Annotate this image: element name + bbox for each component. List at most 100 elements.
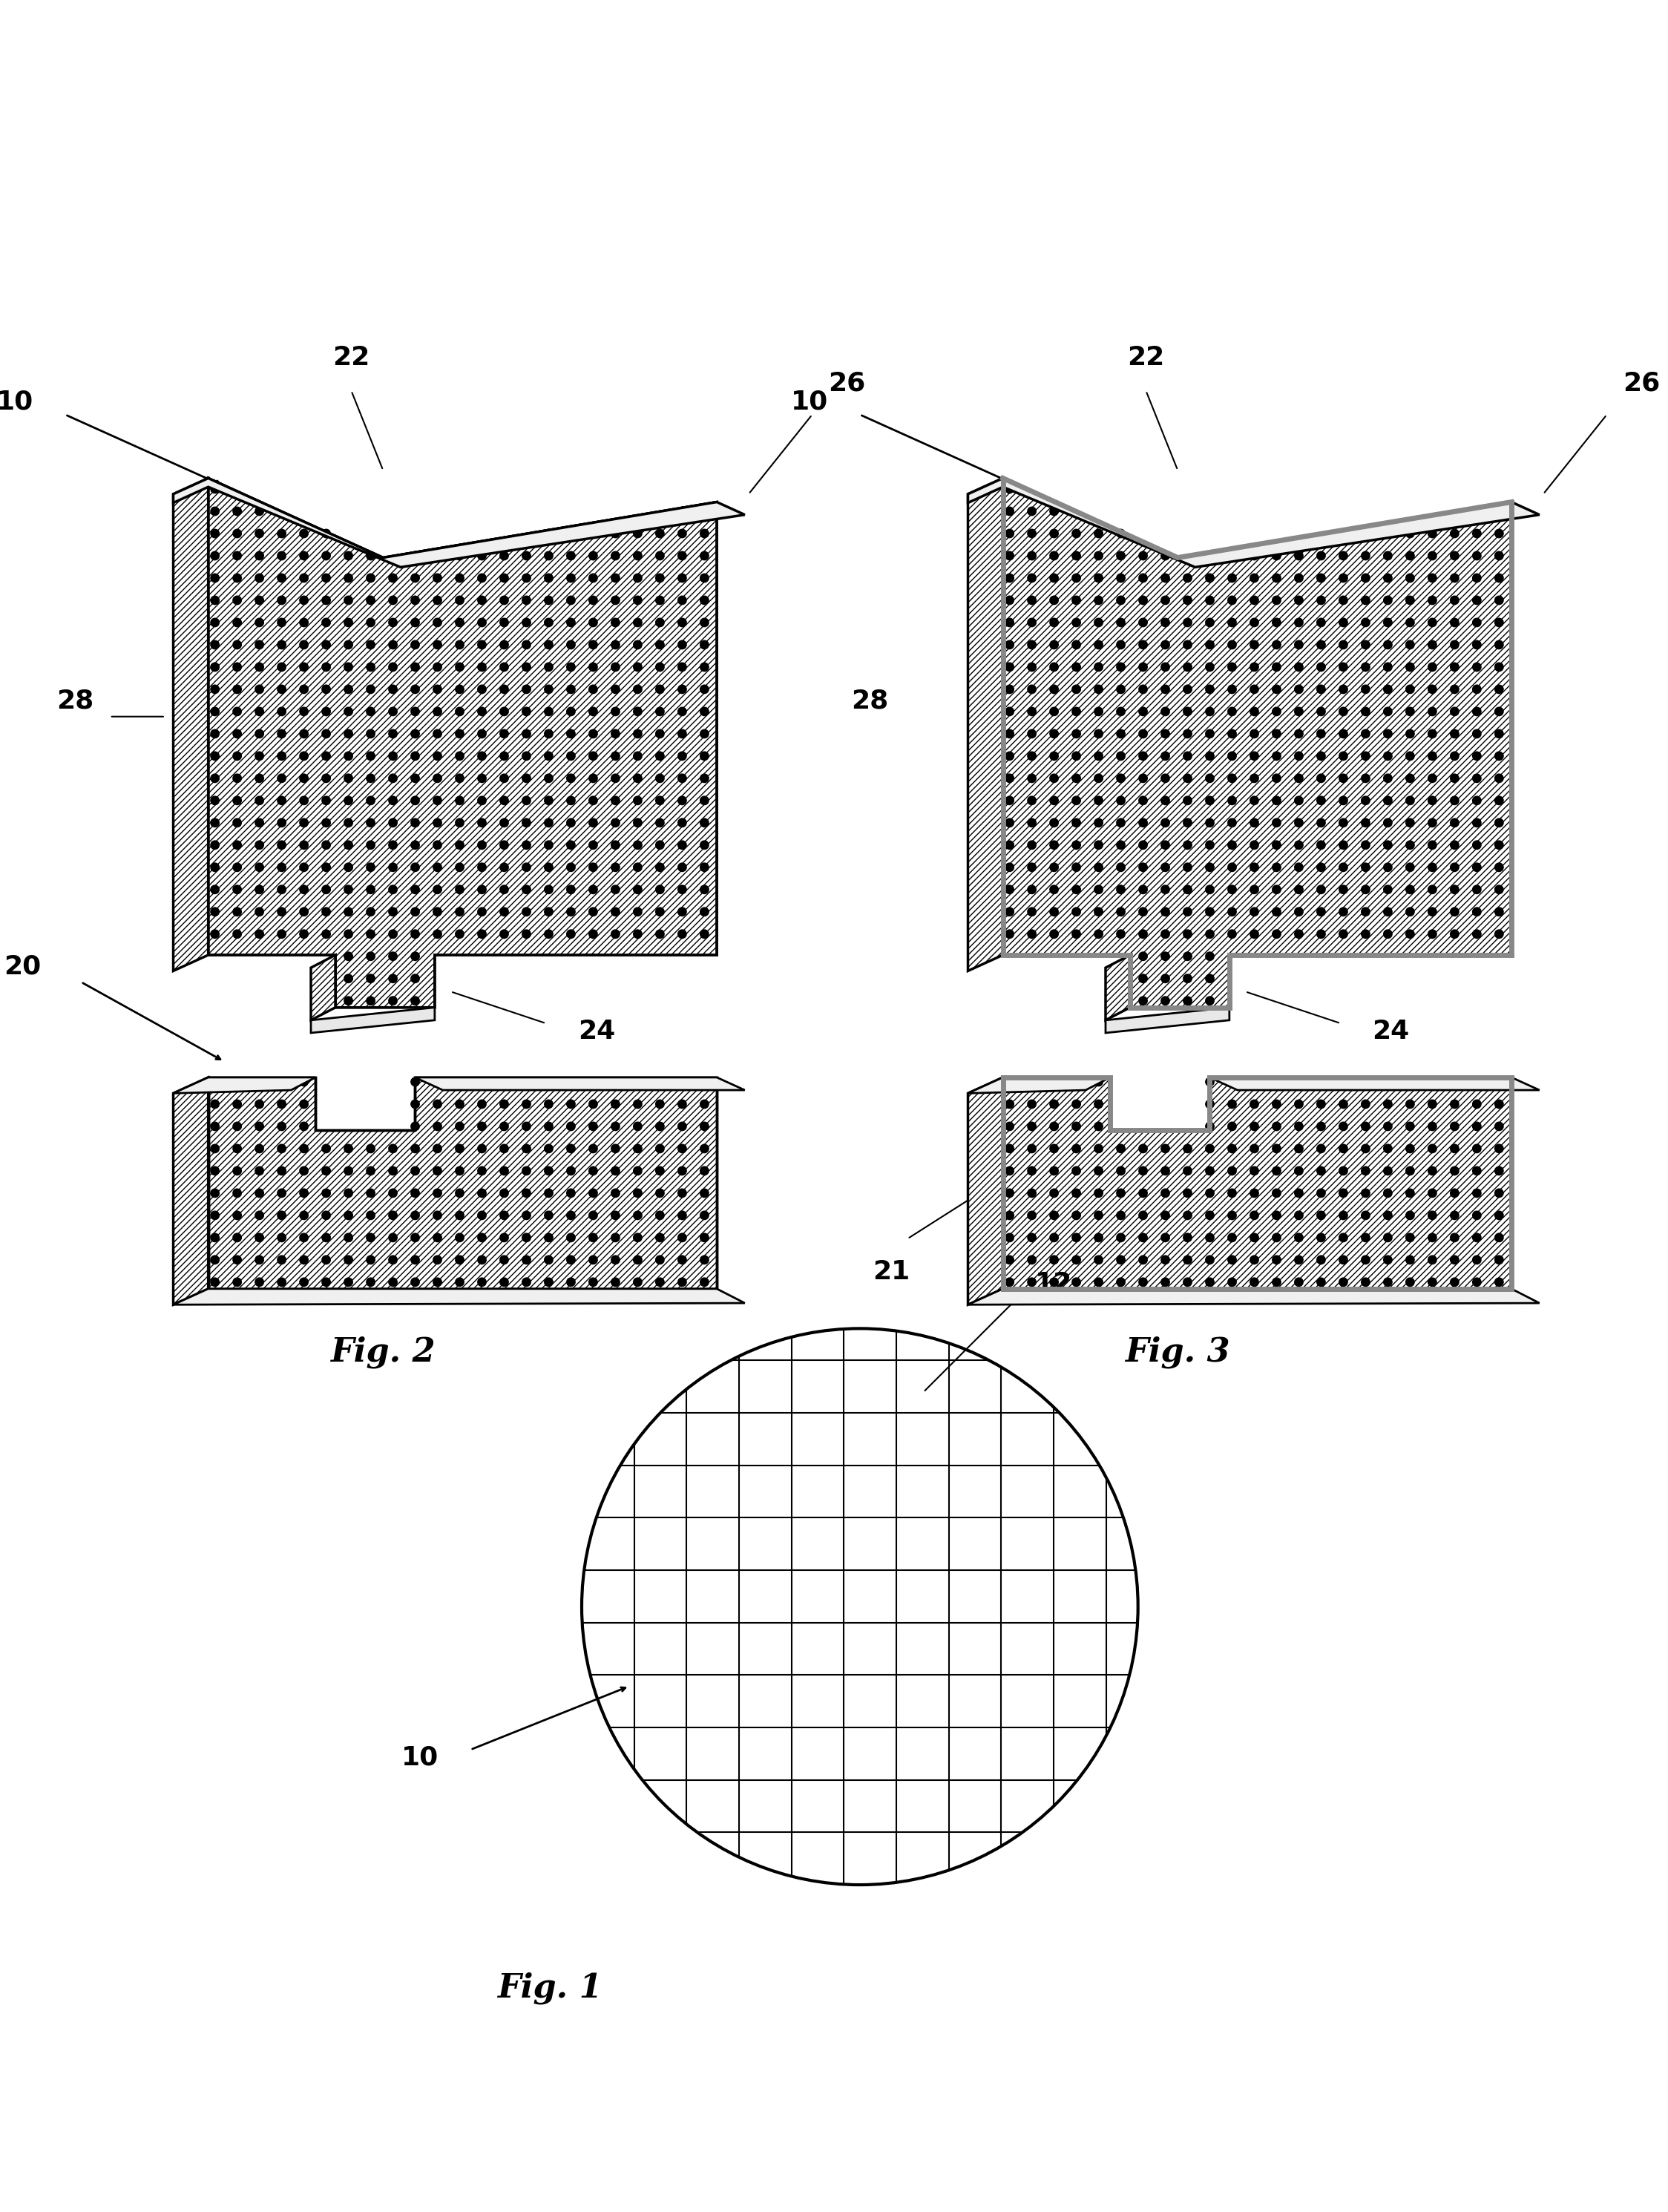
Circle shape	[432, 863, 442, 872]
Circle shape	[344, 818, 354, 827]
Circle shape	[522, 551, 530, 560]
Circle shape	[277, 1166, 287, 1175]
Circle shape	[210, 595, 220, 606]
Circle shape	[322, 885, 330, 894]
Circle shape	[522, 818, 530, 827]
Circle shape	[1383, 684, 1393, 695]
Circle shape	[344, 929, 354, 938]
Circle shape	[1473, 885, 1481, 894]
Circle shape	[1204, 1077, 1214, 1086]
Circle shape	[1228, 818, 1238, 827]
Circle shape	[1071, 1166, 1081, 1175]
Circle shape	[1071, 885, 1081, 894]
Circle shape	[410, 1254, 420, 1265]
Circle shape	[1473, 1210, 1481, 1221]
Circle shape	[1004, 573, 1014, 582]
Circle shape	[344, 973, 354, 984]
Circle shape	[656, 661, 664, 672]
Circle shape	[1094, 1077, 1103, 1086]
Circle shape	[1116, 595, 1126, 606]
Circle shape	[210, 885, 220, 894]
Circle shape	[277, 752, 287, 761]
Circle shape	[656, 1144, 664, 1152]
Circle shape	[1449, 617, 1460, 628]
Circle shape	[277, 929, 287, 938]
Circle shape	[1049, 1210, 1059, 1221]
Circle shape	[1406, 529, 1414, 538]
Circle shape	[1383, 1121, 1393, 1130]
Circle shape	[677, 1121, 687, 1130]
Circle shape	[677, 708, 687, 717]
Circle shape	[432, 684, 442, 695]
Circle shape	[656, 929, 664, 938]
Circle shape	[1338, 818, 1348, 827]
Circle shape	[1406, 595, 1414, 606]
Circle shape	[1495, 730, 1505, 739]
Circle shape	[232, 730, 242, 739]
Circle shape	[1495, 507, 1505, 515]
Circle shape	[410, 1232, 420, 1243]
Circle shape	[232, 573, 242, 582]
Circle shape	[656, 573, 664, 582]
Circle shape	[1116, 661, 1126, 672]
Circle shape	[1138, 885, 1148, 894]
Circle shape	[610, 573, 620, 582]
Circle shape	[1361, 684, 1371, 695]
Circle shape	[365, 617, 375, 628]
Circle shape	[210, 507, 220, 515]
Circle shape	[677, 1166, 687, 1175]
Circle shape	[1183, 863, 1193, 872]
Circle shape	[255, 1188, 264, 1199]
Circle shape	[1116, 1188, 1126, 1199]
Circle shape	[1027, 1210, 1036, 1221]
Circle shape	[455, 863, 464, 872]
Circle shape	[565, 573, 575, 582]
Circle shape	[1271, 573, 1281, 582]
Circle shape	[1161, 551, 1169, 560]
Circle shape	[1071, 1144, 1081, 1152]
Circle shape	[699, 863, 709, 872]
Circle shape	[1183, 708, 1193, 717]
Circle shape	[1294, 1232, 1304, 1243]
Circle shape	[1161, 1166, 1169, 1175]
Circle shape	[656, 617, 664, 628]
Circle shape	[1428, 1210, 1438, 1221]
Circle shape	[1004, 796, 1014, 805]
Circle shape	[1406, 573, 1414, 582]
Circle shape	[1294, 907, 1304, 916]
Polygon shape	[967, 478, 1540, 566]
Circle shape	[432, 752, 442, 761]
Circle shape	[1271, 730, 1281, 739]
Circle shape	[232, 929, 242, 938]
Circle shape	[699, 551, 709, 560]
Circle shape	[1249, 1232, 1259, 1243]
Circle shape	[1473, 573, 1481, 582]
Circle shape	[1094, 774, 1103, 783]
Circle shape	[1094, 708, 1103, 717]
Circle shape	[344, 951, 354, 960]
Circle shape	[1271, 1254, 1281, 1265]
Circle shape	[1094, 796, 1103, 805]
Circle shape	[365, 796, 375, 805]
Circle shape	[589, 929, 597, 938]
Circle shape	[410, 885, 420, 894]
Circle shape	[299, 639, 309, 650]
Polygon shape	[310, 1006, 435, 1033]
Circle shape	[1338, 752, 1348, 761]
Circle shape	[699, 573, 709, 582]
Circle shape	[1228, 1099, 1238, 1108]
Circle shape	[1449, 1121, 1460, 1130]
Circle shape	[1428, 863, 1438, 872]
Circle shape	[410, 708, 420, 717]
Circle shape	[1271, 1188, 1281, 1199]
Circle shape	[565, 796, 575, 805]
Circle shape	[544, 774, 554, 783]
Circle shape	[499, 841, 509, 849]
Circle shape	[255, 929, 264, 938]
Circle shape	[1071, 529, 1081, 538]
Circle shape	[1004, 708, 1014, 717]
Circle shape	[1406, 1188, 1414, 1199]
Circle shape	[1138, 951, 1148, 960]
Circle shape	[277, 1121, 287, 1130]
Circle shape	[499, 551, 509, 560]
